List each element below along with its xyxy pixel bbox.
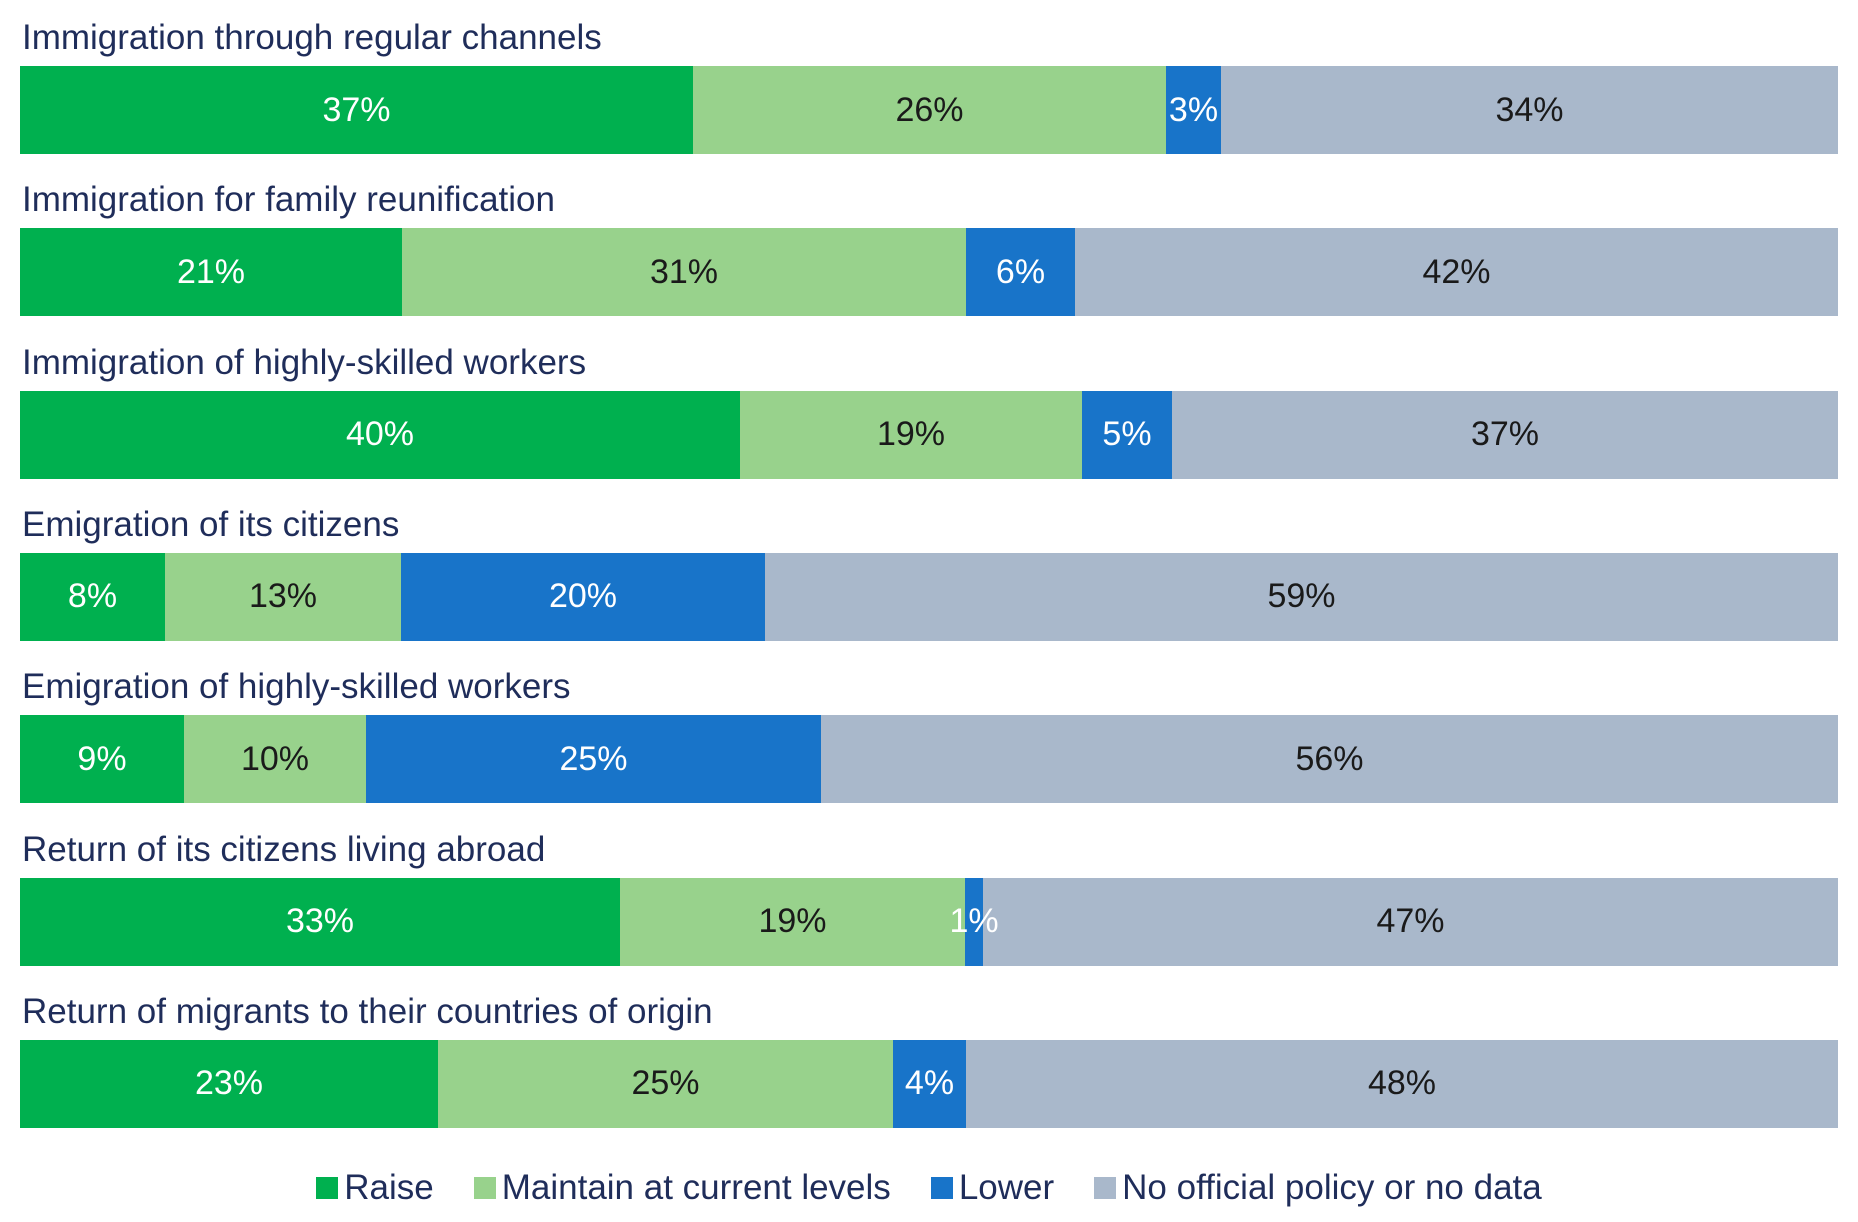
bar-data-label: 34% xyxy=(1495,90,1564,129)
bar-row: 9% 10% 25% 56% xyxy=(20,715,1838,804)
legend-item: Raise xyxy=(316,1168,434,1208)
bar-data-label: 31% xyxy=(649,252,719,291)
bar-data-label: 26% xyxy=(895,90,964,129)
bar-segment: 19% xyxy=(740,390,1082,479)
bar-data-label: 9% xyxy=(77,739,127,778)
bar-row: 8% 13% 20% 59% xyxy=(20,552,1838,641)
bar-segment: 40% xyxy=(20,390,740,479)
bar-data-label: 10% xyxy=(240,739,310,778)
legend-swatch xyxy=(930,1177,953,1199)
bar-data-label: 4% xyxy=(904,1064,955,1103)
legend-label: Lower xyxy=(958,1168,1055,1207)
row-label: Return of its citizens living abroad xyxy=(22,829,546,869)
bar-segment: 5% xyxy=(1082,390,1172,479)
bar-segment: 4% xyxy=(893,1039,966,1128)
bar-segment: 59% xyxy=(765,552,1838,641)
legend-label: Maintain at current levels xyxy=(501,1168,891,1207)
row-label: Return of migrants to their countries of… xyxy=(22,991,713,1031)
bar-data-label: 1% xyxy=(949,902,999,940)
bar-segment: 20% xyxy=(401,552,765,641)
bar-row: 23% 25% 4% 48% xyxy=(20,1039,1838,1128)
bar-segment: 47% xyxy=(983,877,1838,966)
bar-data-label: 20% xyxy=(548,577,618,616)
bar-segment: 37% xyxy=(20,66,693,154)
bar-segment: 56% xyxy=(821,715,1838,804)
bar-data-label: 37% xyxy=(322,90,391,129)
bar-segment: 10% xyxy=(184,715,366,804)
bar-data-label: 42% xyxy=(1422,252,1491,291)
row-label: Emigration of highly-skilled workers xyxy=(22,667,571,707)
bar-data-label: 47% xyxy=(1376,902,1445,940)
legend-item: Maintain at current levels xyxy=(473,1168,891,1208)
row-label: Immigration for family reunification xyxy=(22,180,555,220)
bar-segment: 9% xyxy=(20,715,184,804)
bar-segment: 31% xyxy=(402,228,966,317)
bar-data-label: 48% xyxy=(1367,1064,1437,1103)
bar-data-label: 25% xyxy=(559,739,628,778)
bar-data-label: 3% xyxy=(1168,90,1219,129)
bar-row: 21% 31% 6% 42% xyxy=(20,228,1838,317)
bar-data-label: 5% xyxy=(1102,415,1152,454)
row-label: Immigration through regular channels xyxy=(22,18,602,57)
bar-segment: 13% xyxy=(165,552,401,641)
bar-row: 40% 19% 5% 37% xyxy=(20,390,1838,479)
bar-row: 37% 26% 3% 34% xyxy=(20,66,1838,154)
bar-data-label: 19% xyxy=(876,415,946,454)
bar-data-label: 37% xyxy=(1470,415,1540,454)
bar-segment: 23% xyxy=(20,1039,438,1128)
bar-data-label: 25% xyxy=(631,1064,700,1103)
bar-segment: 1% xyxy=(949,877,999,966)
legend-swatch xyxy=(1094,1177,1117,1199)
bar-data-label: 8% xyxy=(67,577,118,616)
bar-segment: 3% xyxy=(1166,66,1221,154)
legend-item: Lower xyxy=(930,1168,1055,1208)
bar-segment: 26% xyxy=(693,66,1166,154)
legend-swatch xyxy=(473,1177,496,1199)
legend-label: No official policy or no data xyxy=(1122,1168,1542,1207)
bar-row: 33% 19% 1% 47% xyxy=(20,877,1838,966)
bar-data-label: 6% xyxy=(995,252,1046,291)
chart-legend: Raise Maintain at current levels Lower No o… xyxy=(0,1168,1858,1208)
bar-segment: 42% xyxy=(1075,228,1838,317)
bar-segment: 25% xyxy=(366,715,821,804)
row-label: Immigration of highly-skilled workers xyxy=(22,342,587,382)
legend-label: Raise xyxy=(344,1168,434,1207)
bar-segment: 19% xyxy=(620,877,965,966)
bar-data-label: 56% xyxy=(1295,739,1364,778)
legend-swatch xyxy=(316,1177,339,1199)
bar-segment: 21% xyxy=(20,228,402,317)
row-label: Emigration of its citizens xyxy=(22,504,400,544)
bar-data-label: 19% xyxy=(758,902,827,940)
bar-segment: 8% xyxy=(20,552,165,641)
legend-item: No official policy or no data xyxy=(1094,1168,1542,1208)
bar-data-label: 33% xyxy=(285,902,355,940)
bar-segment: 37% xyxy=(1172,390,1838,479)
bar-segment: 48% xyxy=(966,1039,1838,1128)
bar-data-label: 21% xyxy=(176,252,246,291)
bar-data-label: 40% xyxy=(345,415,415,454)
bar-segment: 6% xyxy=(966,228,1075,317)
bar-segment: 34% xyxy=(1221,66,1838,154)
bar-data-label: 59% xyxy=(1267,577,1336,616)
bar-data-label: 13% xyxy=(248,577,318,616)
bar-data-label: 23% xyxy=(194,1064,264,1103)
bar-segment: 33% xyxy=(20,877,620,966)
bar-segment: 25% xyxy=(438,1039,893,1128)
